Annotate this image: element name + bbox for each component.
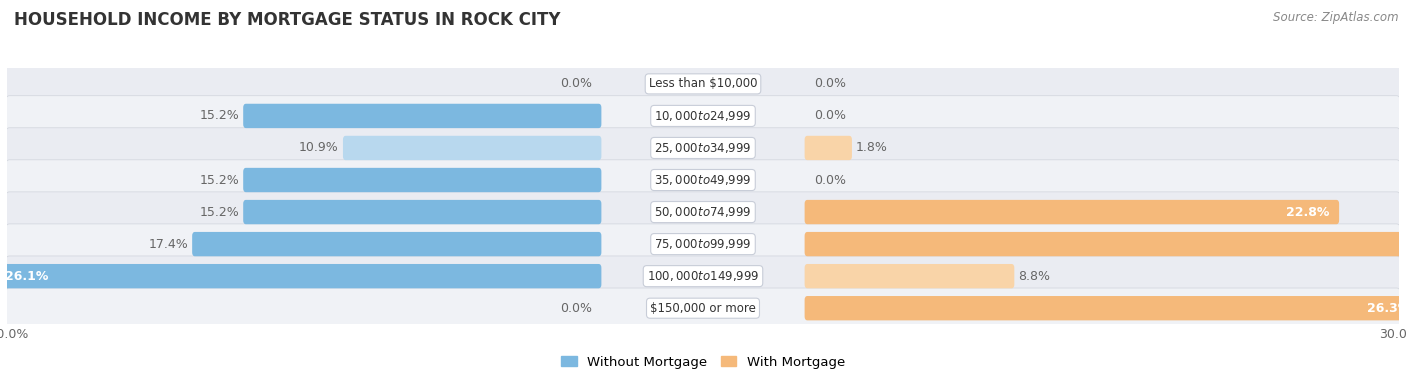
Text: 0.0%: 0.0% bbox=[814, 173, 846, 187]
Text: Less than $10,000: Less than $10,000 bbox=[648, 77, 758, 90]
Text: 26.1%: 26.1% bbox=[4, 270, 48, 283]
Text: 0.0%: 0.0% bbox=[560, 77, 592, 90]
Text: 8.8%: 8.8% bbox=[1018, 270, 1050, 283]
FancyBboxPatch shape bbox=[243, 200, 602, 224]
Text: 15.2%: 15.2% bbox=[200, 109, 239, 123]
FancyBboxPatch shape bbox=[6, 288, 1400, 328]
Text: HOUSEHOLD INCOME BY MORTGAGE STATUS IN ROCK CITY: HOUSEHOLD INCOME BY MORTGAGE STATUS IN R… bbox=[14, 11, 561, 29]
Text: 1.8%: 1.8% bbox=[856, 141, 889, 155]
FancyBboxPatch shape bbox=[6, 224, 1400, 264]
Text: 15.2%: 15.2% bbox=[200, 205, 239, 219]
FancyBboxPatch shape bbox=[804, 296, 1406, 320]
FancyBboxPatch shape bbox=[243, 104, 602, 128]
Text: 17.4%: 17.4% bbox=[148, 238, 188, 251]
FancyBboxPatch shape bbox=[243, 168, 602, 192]
FancyBboxPatch shape bbox=[6, 128, 1400, 168]
Text: Source: ZipAtlas.com: Source: ZipAtlas.com bbox=[1274, 11, 1399, 24]
FancyBboxPatch shape bbox=[193, 232, 602, 256]
Text: $100,000 to $149,999: $100,000 to $149,999 bbox=[647, 269, 759, 283]
FancyBboxPatch shape bbox=[6, 64, 1400, 104]
FancyBboxPatch shape bbox=[6, 160, 1400, 200]
FancyBboxPatch shape bbox=[6, 96, 1400, 136]
Text: $50,000 to $74,999: $50,000 to $74,999 bbox=[654, 205, 752, 219]
Text: 10.9%: 10.9% bbox=[299, 141, 339, 155]
Text: $10,000 to $24,999: $10,000 to $24,999 bbox=[654, 109, 752, 123]
FancyBboxPatch shape bbox=[804, 200, 1339, 224]
Text: $25,000 to $34,999: $25,000 to $34,999 bbox=[654, 141, 752, 155]
FancyBboxPatch shape bbox=[804, 264, 1014, 288]
Text: 15.2%: 15.2% bbox=[200, 173, 239, 187]
Text: $75,000 to $99,999: $75,000 to $99,999 bbox=[654, 237, 752, 251]
FancyBboxPatch shape bbox=[0, 264, 602, 288]
FancyBboxPatch shape bbox=[804, 232, 1406, 256]
Text: $150,000 or more: $150,000 or more bbox=[650, 302, 756, 315]
Text: 0.0%: 0.0% bbox=[814, 77, 846, 90]
FancyBboxPatch shape bbox=[804, 136, 852, 160]
Text: 0.0%: 0.0% bbox=[814, 109, 846, 123]
Text: 0.0%: 0.0% bbox=[560, 302, 592, 315]
Legend: Without Mortgage, With Mortgage: Without Mortgage, With Mortgage bbox=[555, 351, 851, 374]
Text: $35,000 to $49,999: $35,000 to $49,999 bbox=[654, 173, 752, 187]
FancyBboxPatch shape bbox=[343, 136, 602, 160]
Text: 26.3%: 26.3% bbox=[1367, 302, 1406, 315]
FancyBboxPatch shape bbox=[6, 256, 1400, 296]
Text: 22.8%: 22.8% bbox=[1286, 205, 1330, 219]
FancyBboxPatch shape bbox=[6, 192, 1400, 232]
